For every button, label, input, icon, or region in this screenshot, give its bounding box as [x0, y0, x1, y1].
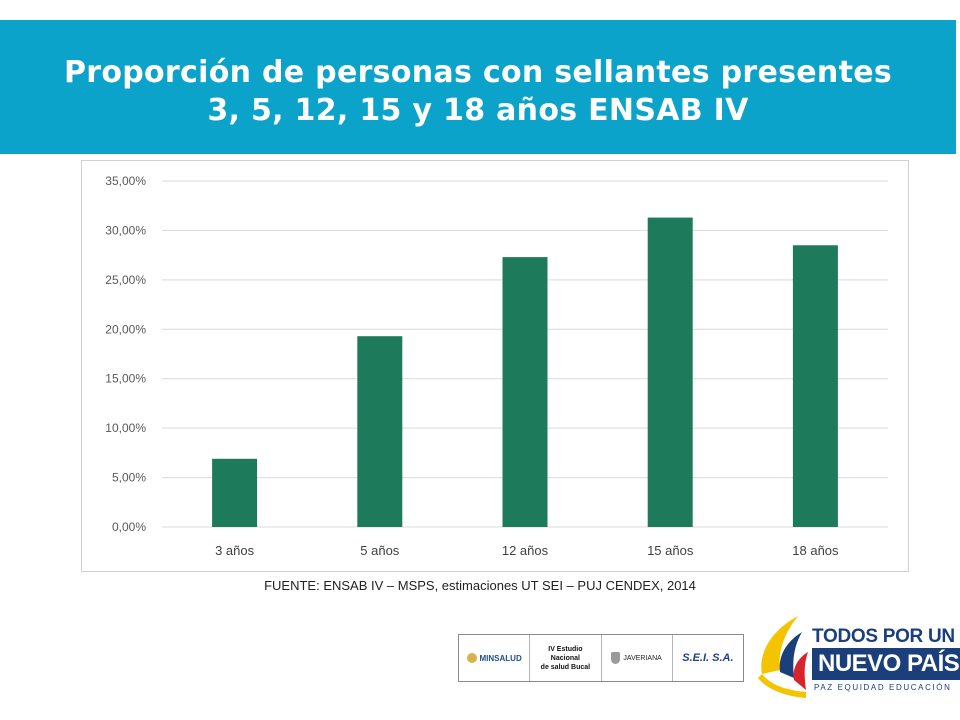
x-tick-label: 15 años — [647, 543, 694, 558]
slide-title-line2: 3, 5, 12, 15 y 18 años ENSAB IV — [207, 93, 749, 128]
partner-logos: MINSALUD IV Estudio Nacional de salud Bu… — [458, 634, 744, 682]
bar — [212, 458, 258, 527]
y-tick-label: 25,00% — [105, 273, 146, 287]
sei-logo: S.E.I. S.A. — [673, 635, 743, 681]
ensab-logo-line2: de salud Bucal — [540, 663, 591, 671]
y-tick-label: 5,00% — [112, 471, 146, 485]
x-tick-label: 18 años — [792, 543, 839, 558]
slide-title-line1: Proporción de personas con sellantes pre… — [63, 55, 893, 90]
bar — [792, 245, 838, 527]
bar — [357, 336, 403, 527]
y-tick-label: 35,00% — [105, 174, 146, 188]
sei-logo-text: S.E.I. S.A. — [682, 651, 734, 664]
x-tick-label: 5 años — [360, 543, 400, 558]
brand-line1: TODOS POR UN — [812, 626, 955, 647]
x-tick-label: 12 años — [502, 543, 549, 558]
colombia-flag-swoosh-icon — [758, 616, 808, 698]
x-tick-label: 3 años — [215, 543, 255, 558]
ensab-logo: IV Estudio Nacional de salud Bucal — [530, 635, 602, 681]
ensab-logo-line1: IV Estudio Nacional — [548, 645, 583, 662]
bar — [647, 217, 693, 527]
todos-por-un-nuevo-pais-logo: TODOS POR UN NUEVO PAÍS PAZ EQUIDAD EDUC… — [754, 612, 960, 702]
javeriana-crest-icon — [611, 652, 621, 664]
chart-frame: 0,00% 5,00% 10,00% 15,00% 20,00% 25,00% 30,00%… — [81, 160, 909, 572]
y-tick-label: 10,00% — [105, 421, 146, 435]
title-banner: Proporción de personas con sellantes pre… — [0, 20, 956, 154]
source-note: FUENTE: ENSAB IV – MSPS, estimaciones UT… — [264, 578, 696, 593]
minsalud-logo: MINSALUD — [459, 635, 531, 681]
y-tick-label: 30,00% — [105, 223, 146, 237]
javeriana-logo-text: JAVERIANA — [623, 654, 662, 662]
brand-line3: PAZ EQUIDAD EDUCACIÓN — [814, 683, 952, 692]
colombia-seal-icon — [466, 653, 477, 663]
y-tick-label: 15,00% — [105, 372, 146, 386]
minsalud-logo-text: MINSALUD — [479, 653, 522, 663]
y-tick-label: 20,00% — [105, 322, 146, 336]
brand-line2: NUEVO PAÍS — [812, 648, 960, 680]
bar-chart: 0,00% 5,00% 10,00% 15,00% 20,00% 25,00% 30,00%… — [105, 174, 888, 558]
bar — [502, 257, 548, 527]
javeriana-logo: JAVERIANA — [602, 635, 673, 681]
y-tick-label: 0,00% — [112, 520, 146, 534]
